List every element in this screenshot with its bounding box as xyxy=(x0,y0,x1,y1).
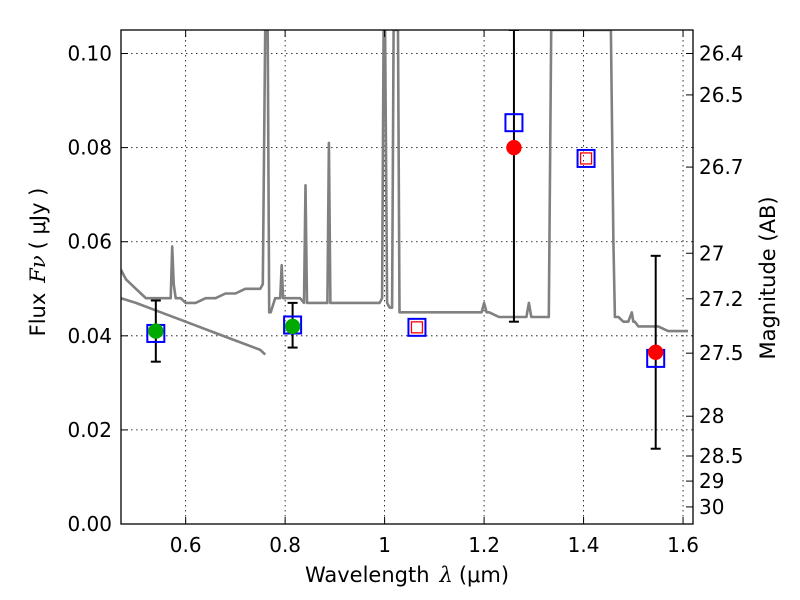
magnitude-tick-label: 27.2 xyxy=(699,287,744,311)
axis-ticks: 0.6 0.8 1 1.2 1.4 1.6 0.00 0.02 0.04 0.06 0.08 0.10… xyxy=(67,30,744,557)
upper-limit-square xyxy=(579,152,593,165)
x-tick-label: 1.6 xyxy=(667,533,699,557)
y-tick-label: 0.06 xyxy=(67,230,112,254)
continuum-line xyxy=(121,296,267,356)
x-tick-label: 1.2 xyxy=(468,533,500,557)
y-axis-title: FluxFν( μJy ) xyxy=(26,188,50,337)
x-axis-title: Wavelength λ (μm) xyxy=(305,563,509,587)
magnitude-tick-label: 27.5 xyxy=(699,341,744,365)
magnitude-axis-title: Magnitude (AB) xyxy=(756,196,780,359)
y-tick-label: 0.08 xyxy=(67,136,112,160)
model-photometry-square xyxy=(504,113,524,133)
y-tick-label: 0.04 xyxy=(67,324,112,348)
magnitude-tick-label: 30 xyxy=(699,495,724,519)
y-tick-label: 0.10 xyxy=(67,42,112,66)
observed-photometry-point xyxy=(148,323,164,339)
model-photometry-square xyxy=(407,317,427,337)
plot-frame xyxy=(120,29,694,525)
magnitude-tick-label: 28 xyxy=(699,404,724,428)
y-tick-label: 0.00 xyxy=(67,512,112,536)
magnitude-tick-label: 27 xyxy=(699,241,724,265)
x-tick-label: 0.6 xyxy=(170,533,202,557)
magnitude-tick-label: 28.5 xyxy=(699,444,744,468)
model-photometry-square xyxy=(576,148,596,168)
observed-photometry-point xyxy=(647,344,664,361)
y-tick-label: 0.02 xyxy=(67,418,112,442)
observed-photometry-point xyxy=(506,139,522,156)
x-tick-label: 1 xyxy=(378,533,391,557)
plot-area xyxy=(121,30,688,450)
x-tick-label: 0.8 xyxy=(269,533,301,557)
magnitude-tick-label: 29 xyxy=(699,469,724,493)
magnitude-tick-label: 26.4 xyxy=(699,41,744,65)
magnitude-tick-label: 26.5 xyxy=(699,83,744,107)
x-tick-label: 1.4 xyxy=(568,533,600,557)
upper-limit-square xyxy=(410,321,424,334)
magnitude-tick-label: 26.7 xyxy=(699,155,744,179)
observed-photometry-point xyxy=(284,318,301,335)
spectrum-line xyxy=(121,30,688,333)
